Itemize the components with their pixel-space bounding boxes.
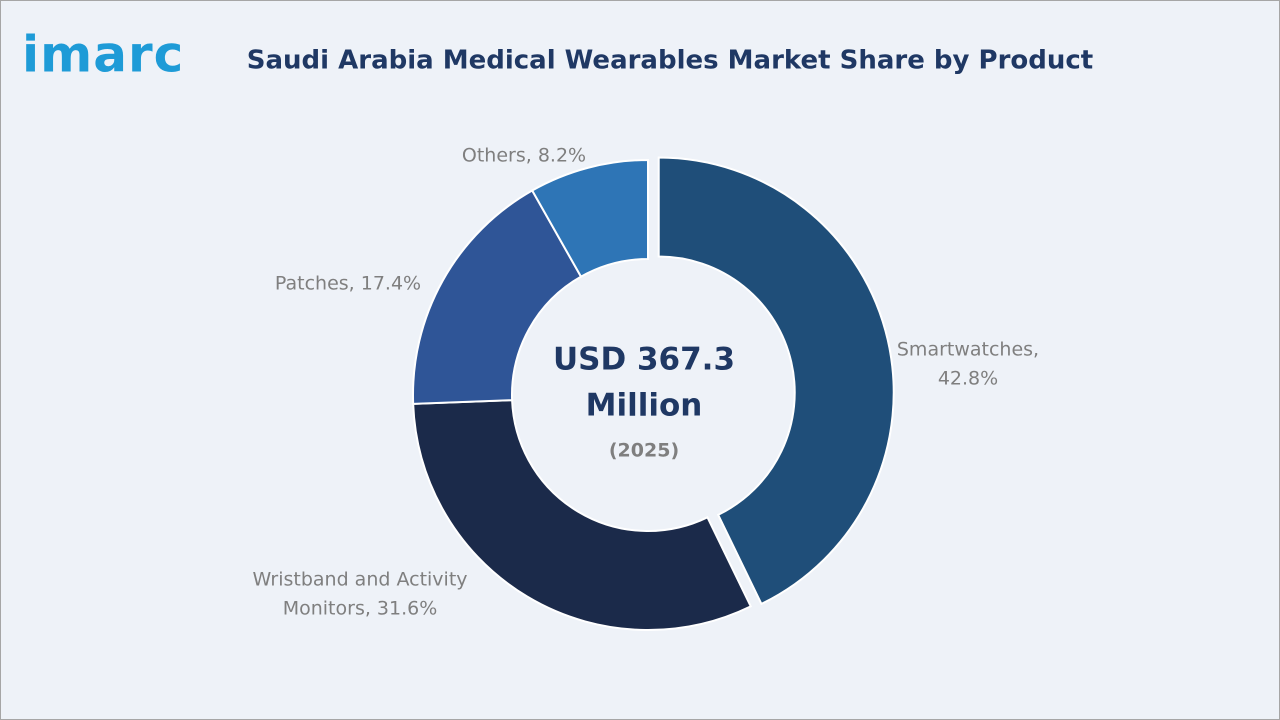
center-year: (2025) [609, 440, 679, 462]
donut-slice [412, 189, 583, 405]
slice-label: Others, 8.2% [462, 145, 586, 167]
donut-slice [530, 158, 649, 279]
slice-label: Smartwatches, [897, 339, 1039, 361]
slice-label: Patches, 17.4% [275, 273, 421, 295]
slice-label: Monitors, 31.6% [283, 598, 438, 620]
chart-title: Saudi Arabia Medical Wearables Market Sh… [247, 46, 1093, 76]
center-value: USD 367.3 [553, 342, 735, 378]
donut-slice [657, 156, 895, 606]
center-value: Million [586, 388, 703, 424]
logo: imarc [22, 26, 184, 84]
slice-label: 42.8% [938, 368, 998, 390]
slice-label: Wristband and Activity [252, 569, 467, 591]
donut-slice [412, 399, 753, 631]
